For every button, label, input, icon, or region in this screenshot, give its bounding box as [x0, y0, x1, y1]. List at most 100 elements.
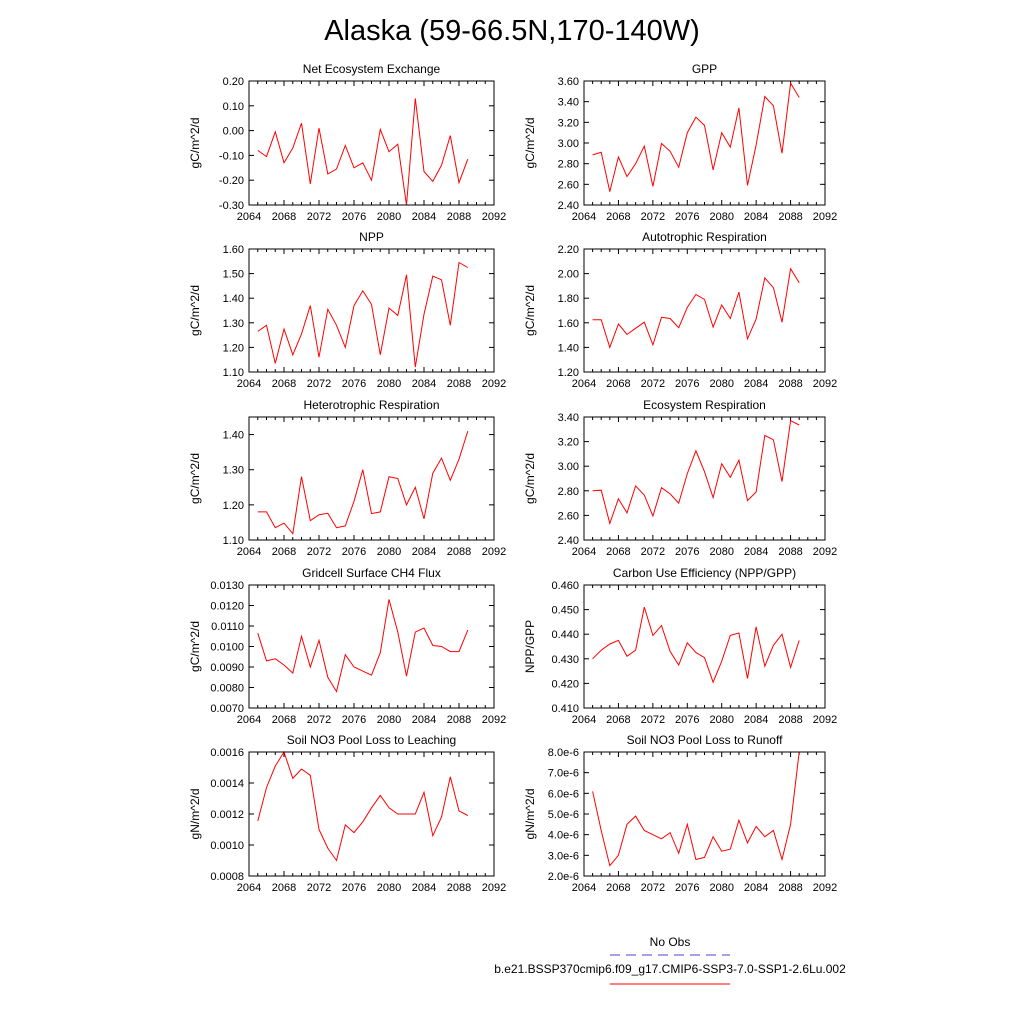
x-tick-label: 2064 — [572, 546, 596, 558]
y-tick-label: 2.0e-6 — [548, 871, 579, 883]
x-tick-label: 2076 — [342, 378, 366, 390]
x-tick-label: 2084 — [412, 882, 436, 894]
y-tick-label: 1.20 — [223, 342, 244, 354]
plot-frame — [248, 751, 495, 877]
y-tick-label: 2.60 — [558, 179, 579, 191]
x-tick-label: 2068 — [272, 211, 296, 223]
y-tick-label: 0.0090 — [210, 662, 244, 674]
x-tick-label: 2080 — [709, 211, 733, 223]
panel-net-ecosystem-exchange: Net Ecosystem Exchange gC/m^2/d 2064 2068 20… — [188, 62, 506, 223]
y-tick-label: 1.60 — [223, 244, 244, 256]
x-tick-label: 2076 — [342, 882, 366, 894]
plot-frame — [248, 80, 495, 206]
x-tick-label: 2072 — [307, 211, 331, 223]
y-tick-label: 3.20 — [558, 117, 579, 129]
y-tick-label: 3.40 — [558, 97, 579, 109]
y-tick-label: 0.0100 — [210, 642, 244, 654]
series-line — [257, 750, 469, 862]
y-tick-label: 2.40 — [558, 200, 579, 212]
panel-title: Autotrophic Respiration — [642, 230, 767, 244]
plot-frame — [583, 248, 826, 373]
panel-gpp: GPP gC/m^2/d 2064 2068 2072 2076 2080 2084 2088 2… — [523, 62, 837, 223]
x-tick-label: 2088 — [447, 211, 471, 223]
x-tick-label: 2076 — [675, 714, 699, 726]
y-axis-label: gC/m^2/d — [523, 453, 537, 504]
x-tick-label: 2080 — [377, 546, 401, 558]
y-tick-label: 1.60 — [558, 318, 579, 330]
y-tick-label: 0.430 — [551, 654, 579, 666]
panel-title: Ecosystem Respiration — [643, 398, 766, 412]
y-axis-label: gC/m^2/d — [523, 118, 537, 169]
y-tick-label: 0.440 — [551, 629, 579, 641]
x-tick-label: 2076 — [675, 546, 699, 558]
y-tick-label: 0.0070 — [210, 703, 244, 715]
x-tick-label: 2064 — [237, 714, 261, 726]
y-axis-label: gN/m^2/d — [523, 789, 537, 840]
y-tick-label: 0.0012 — [210, 809, 244, 821]
x-tick-label: 2072 — [641, 211, 665, 223]
x-tick-label: 2064 — [572, 882, 596, 894]
x-tick-label: 2092 — [813, 546, 837, 558]
panel-npp: NPP gC/m^2/d 2064 2068 2072 2076 2080 2084 2088 2… — [188, 230, 506, 390]
plot-frame — [583, 751, 826, 877]
x-tick-label: 2088 — [447, 714, 471, 726]
x-tick-label: 2076 — [675, 882, 699, 894]
panel-title: NPP — [359, 230, 384, 244]
y-tick-label: 0.10 — [223, 101, 244, 113]
y-axis-label: gC/m^2/d — [188, 285, 202, 336]
x-tick-label: 2084 — [744, 211, 768, 223]
y-tick-label: 1.10 — [223, 367, 244, 379]
x-tick-label: 2088 — [447, 378, 471, 390]
legend: No Obs b.e21.BSSP370cmip6.f09_g17.CMIP6-… — [494, 935, 846, 985]
x-tick-label: 2080 — [377, 211, 401, 223]
y-tick-label: 0.00 — [223, 126, 244, 138]
y-axis-label: gC/m^2/d — [523, 285, 537, 336]
y-tick-label: 0.410 — [551, 703, 579, 715]
x-tick-label: 2092 — [813, 378, 837, 390]
x-tick-label: 2068 — [272, 714, 296, 726]
y-tick-label: 3.0e-6 — [548, 850, 579, 862]
x-tick-label: 2064 — [237, 546, 261, 558]
panel-title: Heterotrophic Respiration — [303, 398, 439, 412]
x-tick-label: 2076 — [675, 378, 699, 390]
x-tick-label: 2064 — [572, 714, 596, 726]
panel-carbon-use-efficiency-npp-gpp: Carbon Use Efficiency (NPP/GPP) NPP/GPP 20… — [523, 566, 837, 726]
series-line — [592, 606, 800, 684]
x-tick-label: 2072 — [641, 714, 665, 726]
y-tick-label: 0.450 — [551, 605, 579, 617]
series-line — [592, 81, 800, 192]
x-tick-label: 2092 — [813, 714, 837, 726]
x-tick-label: 2092 — [482, 211, 506, 223]
series-line — [592, 267, 800, 349]
x-tick-label: 2088 — [778, 378, 802, 390]
y-tick-label: 0.0010 — [210, 840, 244, 852]
y-tick-label: 4.0e-6 — [548, 830, 579, 842]
panel-soil-no3-pool-loss-to-leaching: Soil NO3 Pool Loss to Leaching gN/m^2/d 20… — [188, 733, 506, 894]
x-tick-label: 2088 — [778, 546, 802, 558]
x-tick-label: 2072 — [307, 546, 331, 558]
x-tick-label: 2064 — [237, 882, 261, 894]
x-tick-label: 2084 — [744, 882, 768, 894]
figure-title: Alaska (59-66.5N,170-140W) — [324, 15, 700, 47]
panel-title: Soil NO3 Pool Loss to Runoff — [627, 733, 784, 747]
x-tick-label: 2080 — [377, 714, 401, 726]
y-tick-label: 1.20 — [558, 367, 579, 379]
panel-autotrophic-respiration: Autotrophic Respiration gC/m^2/d 2064 2068 2… — [523, 230, 837, 390]
legend-obs-label: No Obs — [650, 935, 691, 949]
x-tick-label: 2080 — [709, 378, 733, 390]
x-tick-label: 2084 — [412, 211, 436, 223]
x-tick-label: 2068 — [272, 546, 296, 558]
x-tick-label: 2076 — [342, 211, 366, 223]
plot-frame — [583, 416, 826, 541]
y-tick-label: 2.00 — [558, 269, 579, 281]
y-tick-label: 1.30 — [223, 465, 244, 477]
panel-grid: Net Ecosystem Exchange gC/m^2/d 2064 2068 20… — [188, 62, 837, 894]
x-tick-label: 2080 — [377, 882, 401, 894]
x-tick-label: 2092 — [813, 882, 837, 894]
x-tick-label: 2088 — [778, 882, 802, 894]
y-tick-label: 0.0008 — [210, 871, 244, 883]
x-tick-label: 2072 — [307, 378, 331, 390]
x-tick-label: 2072 — [641, 546, 665, 558]
x-tick-label: 2072 — [307, 882, 331, 894]
